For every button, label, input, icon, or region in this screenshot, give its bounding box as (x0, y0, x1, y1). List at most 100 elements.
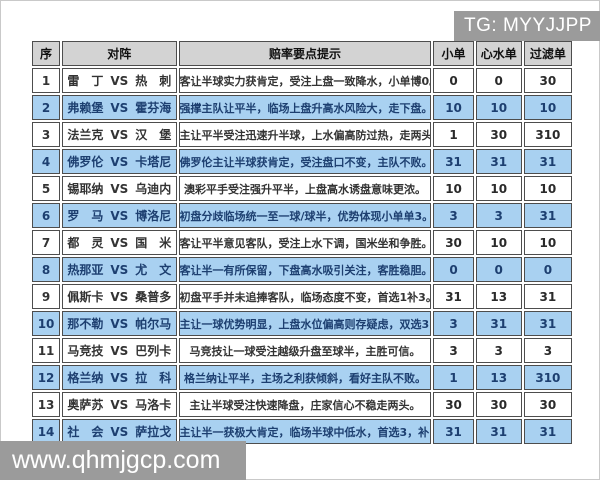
tip-cell: 主让半一获极大肯定，临场半球中低水，首选3，补1。 (178, 419, 432, 444)
col-header-small: 小单 (433, 41, 474, 66)
home-team: 那不勒 (67, 317, 104, 331)
tip-cell: 客让平半意见客队，受注上水下调，国米坐和争胜。 (178, 230, 432, 255)
away-team: 马洛卡 (135, 398, 172, 412)
matchup-cell: 那不勒 VS 帕尔马 (62, 311, 177, 336)
matchup-cell: 热那亚 VS 尤 文 (62, 257, 177, 282)
filter-bet-cell: 3 (523, 338, 572, 363)
small-bet-cell: 30 (433, 230, 474, 255)
away-team: 尤 文 (135, 263, 172, 277)
small-bet-cell: 31 (433, 419, 474, 444)
home-team: 锡耶纳 (67, 182, 104, 196)
heart-bet-cell: 0 (475, 68, 522, 93)
matchup-cell: 都 灵 VS 国 米 (62, 230, 177, 255)
table-row: 7 都 灵 VS 国 米 客让平半意见客队，受注上水下调，国米坐和争胜。 30 10… (32, 230, 572, 255)
vs-label: VS (110, 236, 129, 250)
tip-cell: 初盘平手并未追捧客队，临场态度不变，首选1补3。 (178, 284, 432, 309)
tip-cell: 主让一球优势明显，上盘水位偏高则存疑虑，双选31。 (178, 311, 432, 336)
filter-bet-cell: 10 (523, 230, 572, 255)
vs-label: VS (110, 398, 129, 412)
table-row: 5 锡耶纳 VS 乌迪内 澳彩平手受注强升平半，上盘高水诱盘意味更浓。 10 10 … (32, 176, 572, 201)
table-header-row: 序 对阵 赔率要点提示 小单 心水单 过滤单 (32, 41, 572, 66)
row-number-cell: 5 (32, 176, 61, 201)
tip-cell: 初盘分歧临场统一至一球/球半，优势体现小单单3。 (178, 203, 432, 228)
table-row: 12 格兰纳 VS 拉 科 格兰纳让平半，主场之利获倾斜，看好主队不败。 1 13 … (32, 365, 572, 390)
matchup-cell: 佛罗伦 VS 卡塔尼 (62, 149, 177, 174)
vs-label: VS (110, 290, 129, 304)
heart-bet-cell: 10 (475, 176, 522, 201)
filter-bet-cell: 31 (523, 203, 572, 228)
filter-bet-cell: 31 (523, 149, 572, 174)
heart-bet-cell: 30 (475, 122, 522, 147)
filter-bet-cell: 10 (523, 176, 572, 201)
row-number-cell: 6 (32, 203, 61, 228)
table-row: 11 马竞技 VS 巴列卡 马竞技让一球受注越级升盘至球半，主胜可信。 3 3 3 (32, 338, 572, 363)
filter-bet-cell: 310 (523, 122, 572, 147)
away-team: 帕尔马 (135, 317, 172, 331)
matchup-cell: 奥萨苏 VS 马洛卡 (62, 392, 177, 417)
away-team: 热 刺 (135, 74, 172, 88)
heart-bet-cell: 31 (475, 419, 522, 444)
heart-bet-cell: 31 (475, 311, 522, 336)
heart-bet-cell: 0 (475, 257, 522, 282)
vs-label: VS (110, 344, 129, 358)
away-team: 拉 科 (135, 371, 172, 385)
matchup-cell: 罗 马 VS 博洛尼 (62, 203, 177, 228)
tip-cell: 主让平半受注迅速升半球，上水偏高防过热，走两头。 (178, 122, 432, 147)
row-number-cell: 9 (32, 284, 61, 309)
small-bet-cell: 31 (433, 284, 474, 309)
tip-cell: 客让半球实力获肯定，受注上盘一致降水，小单博0。 (178, 68, 432, 93)
tip-cell: 佛罗伦主让半球获肯定，受注盘口不变，主队不败。 (178, 149, 432, 174)
tip-cell: 澳彩平手受注强升平半，上盘高水诱盘意味更浓。 (178, 176, 432, 201)
row-number-cell: 11 (32, 338, 61, 363)
table-row: 4 佛罗伦 VS 卡塔尼 佛罗伦主让半球获肯定，受注盘口不变，主队不败。 31 31… (32, 149, 572, 174)
table-row: 8 热那亚 VS 尤 文 客让半一有所保留，下盘高水吸引关注，客胜稳胆。 0 0 0 (32, 257, 572, 282)
vs-label: VS (110, 263, 129, 277)
vs-label: VS (110, 155, 129, 169)
row-number-cell: 12 (32, 365, 61, 390)
home-team: 社 会 (67, 425, 104, 439)
table-row: 13 奥萨苏 VS 马洛卡 主让半球受注快速降盘，庄家信心不稳走两头。 30 30 … (32, 392, 572, 417)
vs-label: VS (110, 317, 129, 331)
table-row: 9 佩斯卡 VS 桑普多 初盘平手并未追捧客队，临场态度不变，首选1补3。 31 1… (32, 284, 572, 309)
home-team: 奥萨苏 (67, 398, 104, 412)
home-team: 佛罗伦 (67, 155, 104, 169)
away-team: 国 米 (135, 236, 172, 250)
col-header-filter: 过滤单 (523, 41, 572, 66)
home-team: 罗 马 (67, 209, 104, 223)
col-header-match: 对阵 (62, 41, 177, 66)
tg-banner: TG: MYYJJPP (454, 11, 600, 41)
filter-bet-cell: 31 (523, 284, 572, 309)
row-number-cell: 2 (32, 95, 61, 120)
home-team: 格兰纳 (67, 371, 104, 385)
small-bet-cell: 10 (433, 176, 474, 201)
filter-bet-cell: 30 (523, 392, 572, 417)
filter-bet-cell: 0 (523, 257, 572, 282)
table-row: 3 法兰克 VS 汉 堡 主让平半受注迅速升半球，上水偏高防过热，走两头。 1 30… (32, 122, 572, 147)
matchup-cell: 佩斯卡 VS 桑普多 (62, 284, 177, 309)
small-bet-cell: 0 (433, 68, 474, 93)
home-team: 雷 丁 (67, 74, 104, 88)
tip-cell: 马竞技让一球受注越级升盘至球半，主胜可信。 (178, 338, 432, 363)
vs-label: VS (110, 209, 129, 223)
away-team: 汉 堡 (135, 128, 172, 142)
col-header-heart: 心水单 (475, 41, 522, 66)
vs-label: VS (110, 425, 129, 439)
home-team: 热那亚 (67, 263, 104, 277)
matchup-cell: 格兰纳 VS 拉 科 (62, 365, 177, 390)
row-number-cell: 7 (32, 230, 61, 255)
small-bet-cell: 3 (433, 311, 474, 336)
filter-bet-cell: 310 (523, 365, 572, 390)
matchup-cell: 马竞技 VS 巴列卡 (62, 338, 177, 363)
heart-bet-cell: 30 (475, 392, 522, 417)
vs-label: VS (110, 182, 129, 196)
away-team: 乌迪内 (135, 182, 172, 196)
filter-bet-cell: 10 (523, 95, 572, 120)
heart-bet-cell: 10 (475, 95, 522, 120)
home-team: 佩斯卡 (67, 290, 104, 304)
table-row: 10 那不勒 VS 帕尔马 主让一球优势明显，上盘水位偏高则存疑虑，双选31。 3 … (32, 311, 572, 336)
home-team: 法兰克 (67, 128, 104, 142)
matchup-cell: 法兰克 VS 汉 堡 (62, 122, 177, 147)
row-number-cell: 8 (32, 257, 61, 282)
table-row: 1 雷 丁 VS 热 刺 客让半球实力获肯定，受注上盘一致降水，小单博0。 0 0 … (32, 68, 572, 93)
picks-table: 序 对阵 赔率要点提示 小单 心水单 过滤单 1 雷 丁 VS 热 刺 客让半球实力… (30, 39, 574, 446)
